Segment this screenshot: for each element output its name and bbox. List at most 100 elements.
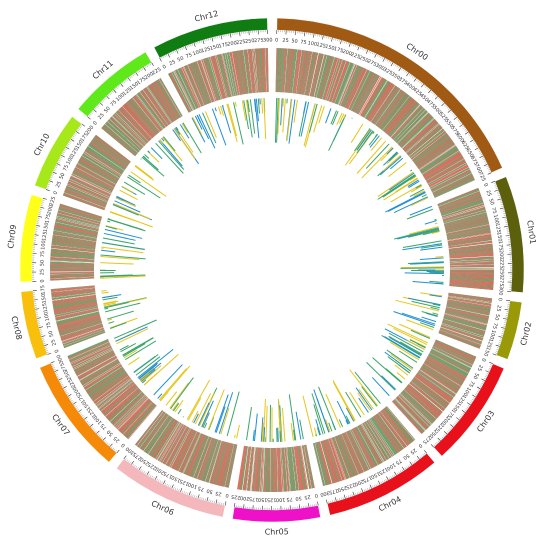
heat-bin [71, 345, 111, 365]
heat-bin [56, 313, 100, 326]
heat-bin [348, 430, 368, 471]
heat-bin [62, 329, 105, 345]
heat-bin [382, 409, 410, 445]
heat-bin [149, 84, 174, 122]
heat-bin [105, 387, 139, 418]
heat-bin [429, 166, 469, 188]
heat-bin [449, 283, 494, 288]
heat-bin [50, 251, 95, 256]
heat-bin [340, 434, 359, 475]
minor-tick [69, 398, 72, 400]
heat-bin [434, 342, 475, 361]
heat-bin [367, 420, 392, 458]
tick-label-chr05-75: 75 [286, 496, 293, 502]
heat-bin [269, 447, 271, 492]
heat-bin [81, 361, 120, 385]
heat-bin [277, 447, 279, 492]
heat-bin [314, 442, 326, 486]
heat-bin [449, 263, 494, 266]
heat-bin [377, 413, 404, 450]
heat-bin [330, 438, 345, 480]
heat-bin [128, 100, 157, 135]
heat-bin [369, 84, 394, 121]
heat-bin [443, 211, 487, 224]
heat-bin [346, 68, 366, 109]
heat-bin [273, 447, 275, 492]
minor-tick [495, 188, 498, 190]
heat-bin [70, 344, 111, 363]
heat-bin [379, 411, 407, 448]
heat-bin [331, 60, 346, 103]
heat-bin [380, 411, 408, 447]
heat-bin [356, 426, 378, 466]
heat-bin [399, 114, 431, 146]
heat-bin [448, 295, 492, 303]
minor-tick [132, 74, 134, 77]
heat-bin [138, 92, 166, 128]
heat-bin [406, 386, 440, 416]
heat-bin [445, 221, 489, 232]
heat-bin [282, 48, 286, 93]
tick-label-chr10-200: 200 [85, 125, 96, 136]
heat-bin [127, 101, 157, 135]
heat-bin [63, 193, 105, 209]
heat-bin [299, 445, 307, 490]
minor-tick [62, 151, 65, 154]
minor-tick [106, 442, 109, 445]
heat-bin [56, 217, 99, 229]
minor-tick [474, 394, 477, 396]
heat-bin [58, 318, 101, 331]
heat-bin [82, 154, 121, 178]
heat-bin [318, 55, 330, 99]
heat-bin [184, 433, 203, 475]
minor-tick [130, 75, 133, 78]
minor-tick [161, 57, 163, 59]
heat-bin [427, 356, 466, 379]
heat-bin [424, 360, 463, 384]
minor-tick [365, 49, 367, 52]
minor-tick [70, 399, 73, 402]
heat-bin [161, 424, 184, 463]
heat-bin [353, 427, 375, 468]
heat-bin [445, 309, 489, 320]
heat-bin [295, 50, 303, 94]
heat-bin [359, 424, 382, 464]
heat-bin [149, 84, 174, 122]
heat-bin [75, 353, 115, 374]
heat-bin [378, 412, 406, 448]
minor-tick [60, 382, 63, 384]
heat-bin [58, 208, 102, 221]
heat-bin [325, 439, 340, 482]
heat-bin [374, 415, 401, 452]
heat-bin [113, 394, 146, 426]
heat-bin [369, 418, 395, 456]
heat-bin [277, 48, 279, 93]
heat-bin [200, 438, 215, 481]
heat-bin [382, 409, 411, 445]
heat-bin [350, 70, 371, 111]
minor-tick [466, 406, 469, 409]
heat-bin [50, 273, 95, 275]
heat-bin [53, 231, 97, 240]
heat-bin [85, 148, 123, 173]
heat-bin [422, 365, 460, 390]
heat-bin [446, 304, 490, 313]
heat-bin [73, 171, 113, 192]
heat-bin [122, 105, 153, 139]
heat-bin [105, 123, 139, 153]
heat-bin [141, 90, 168, 127]
minor-tick [104, 440, 106, 442]
heat-bin [362, 423, 386, 462]
heat-bin [449, 259, 494, 262]
heat-bin [54, 305, 98, 315]
heat-bin [79, 359, 119, 382]
heat-bin [395, 110, 427, 142]
heat-bin [54, 306, 98, 317]
heat-bin [286, 48, 291, 93]
heat-bin [406, 386, 440, 417]
heat-bin [93, 137, 130, 164]
heat-bin [347, 68, 367, 109]
heat-bin [157, 79, 181, 118]
heat-bin [83, 363, 121, 388]
heat-bin [113, 114, 145, 146]
